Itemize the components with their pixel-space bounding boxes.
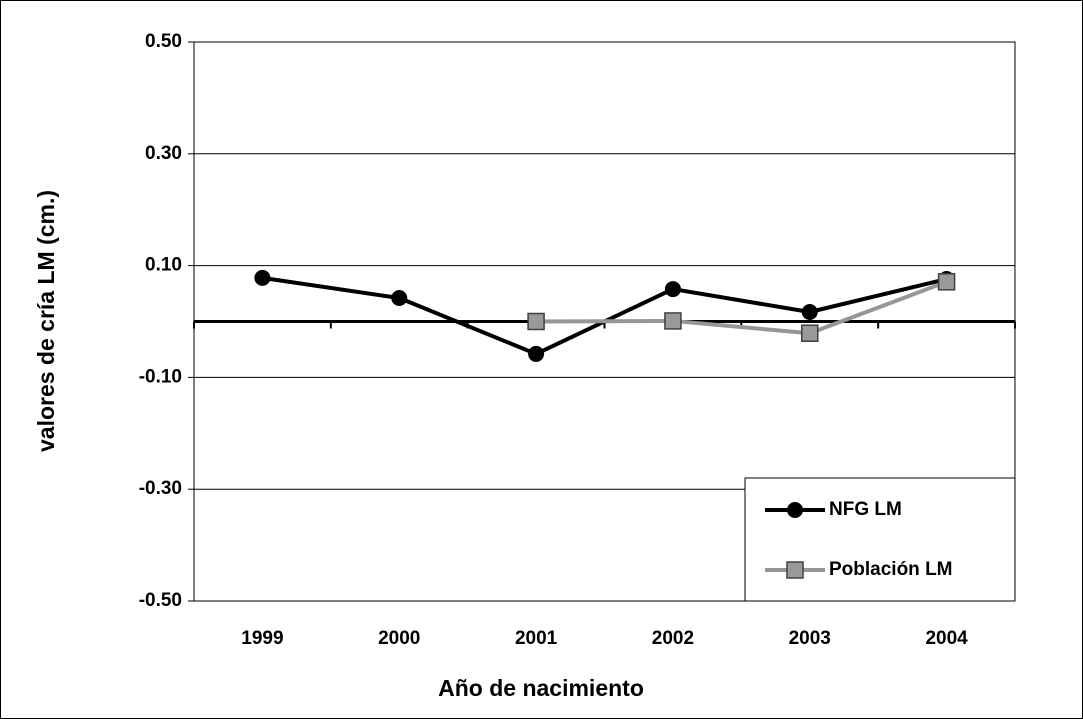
x-tick-label: 2001 <box>515 628 558 649</box>
y-tick-label: 0.50 <box>145 31 182 52</box>
series-line <box>536 279 948 336</box>
point <box>664 312 682 330</box>
legend-marker <box>786 561 804 579</box>
x-tick-label: 2000 <box>378 628 420 649</box>
y-tick-label: -0.30 <box>139 478 182 499</box>
y-tick-label: 0.30 <box>145 143 182 164</box>
point <box>801 324 819 342</box>
point <box>527 312 545 331</box>
y-tick-label: -0.10 <box>139 366 182 387</box>
point <box>937 273 956 291</box>
y-tick-label: 0.10 <box>145 255 182 276</box>
point <box>664 281 681 298</box>
legend: NFG LM Población LM <box>744 477 1016 602</box>
x-tick-label: 2002 <box>652 628 694 649</box>
point <box>801 303 818 320</box>
x-tick-label: 1999 <box>241 628 283 649</box>
x-tick-label: 2004 <box>925 628 968 649</box>
x-tick-label: 2003 <box>789 628 831 649</box>
legend-marker <box>787 502 803 518</box>
point <box>391 290 408 307</box>
point <box>254 269 271 286</box>
legend-label: Población LM <box>829 559 953 580</box>
point <box>528 345 545 362</box>
legend-box <box>744 477 1016 602</box>
legend-label: NFG LM <box>829 499 902 520</box>
y-axis-title: valores de cría LM (cm.) <box>33 190 59 452</box>
x-axis-title: Año de nacimiento <box>438 675 644 701</box>
y-tick-label: -0.50 <box>139 590 182 611</box>
